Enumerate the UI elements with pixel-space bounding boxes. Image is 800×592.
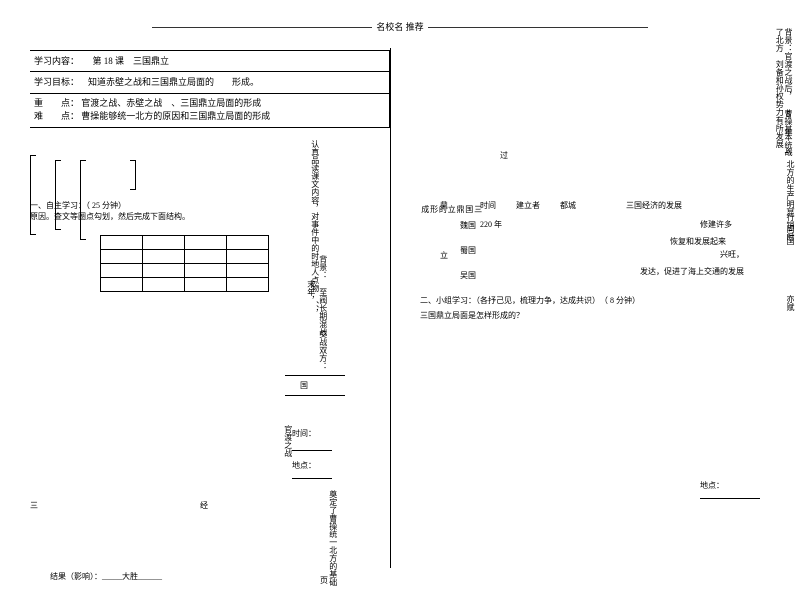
zhong-value: 官渡之战、赤壁之战 、三国鼎立局面的形成 <box>81 98 261 108</box>
hline-4 <box>292 478 332 479</box>
section1: 一、自主学习：（ 25 分钟） 原因。查文等圈点勾划，然后完成下面结构。 <box>30 200 190 222</box>
topic-row: 学习内容： 第 18 课 三国鼎立 <box>30 51 389 72</box>
kingdom-table: 时间 建立者 都城 三国经济的发展 220 年 修建许多 恢复和发展起来 兴旺，… <box>480 200 780 277</box>
hline-3 <box>292 450 332 451</box>
san-label: 三 <box>30 500 38 511</box>
place-label: 地点： <box>292 460 316 471</box>
center-divider <box>390 48 391 568</box>
vtyechi: 亦赋 <box>785 295 794 311</box>
vttongshi: 同时 <box>785 225 794 241</box>
vert-bg: 背景： <box>318 255 327 279</box>
jing-label: 经 <box>200 500 208 511</box>
place-right: 地点： <box>700 480 724 491</box>
wu: 吴国 <box>460 270 476 281</box>
r2c4b: 兴旺， <box>720 249 744 260</box>
topic-label: 学习内容： <box>34 56 79 66</box>
th-econ: 三国经济的发展 <box>626 200 682 211</box>
brace-3 <box>80 160 86 240</box>
hline-r <box>700 498 760 499</box>
hline-1 <box>285 375 345 376</box>
th-builder: 建立者 <box>516 200 540 211</box>
vert-guandu: 官渡之战 <box>283 425 292 457</box>
section1-sub: 原因。查文等圈点勾划，然后完成下面结构。 <box>30 212 190 221</box>
brace-4 <box>130 160 136 190</box>
hline-2 <box>285 395 345 396</box>
vert-jiaozhan: 交战双方： <box>318 330 327 370</box>
vert-sanguo: 三国鼎立的形成 <box>420 205 482 213</box>
points-row: 重 点： 官渡之战、赤壁之战 、三国鼎立局面的形成 难 点： 曹操能够统一北方的… <box>30 94 389 128</box>
goal-value: 知道赤壁之战和三国鼎立局面的 形成。 <box>88 77 259 87</box>
r2c4a: 恢复和发展起来 <box>670 236 726 247</box>
topic-value: 第 18 课 三国鼎立 <box>93 56 170 66</box>
shu: 蜀国 <box>460 245 476 256</box>
r1c3 <box>630 219 690 230</box>
li: 立 <box>440 250 448 261</box>
footer-page: 页 <box>320 575 328 586</box>
nan-value: 曹操能够统一北方的原因和三国鼎立局面的形成 <box>81 111 270 121</box>
wei: 魏国 <box>460 220 476 231</box>
goal-row: 学习目标： 知道赤壁之战和三国鼎立局面的 形成。 <box>30 72 389 93</box>
th-capital: 都城 <box>560 200 576 211</box>
right-guo: 过 <box>500 150 508 161</box>
group-study: 二、小组学习：（各抒己见，梳理力争，达成共识） （ 8 分钟） <box>420 295 780 306</box>
brace-1 <box>30 155 36 235</box>
header-title: 名校名 推荐 <box>80 20 720 33</box>
guo-label: 国 <box>300 380 308 391</box>
r1c1: 220 年 <box>480 219 550 230</box>
grid-table <box>100 235 269 292</box>
vert-changqi: 至阀长期混战 <box>318 288 327 336</box>
r1c4: 修建许多 <box>700 219 732 230</box>
r1c2 <box>560 219 620 230</box>
footer: 结果（影响）：_____大胜______ <box>50 571 162 582</box>
left-column: 学习内容： 第 18 课 三国鼎立 学习目标： 知道赤壁之战和三国鼎立局面的 形… <box>30 50 390 128</box>
r3c4: 发达，促进了海上交通的发展 <box>640 266 744 277</box>
section1-title: 一、自主学习：（ 25 分钟） <box>30 201 126 210</box>
ding: 鼎 <box>440 200 448 211</box>
goal-label: 学习目标： <box>34 77 79 87</box>
footer-text: 结果（影响）：_____大胜______ <box>50 572 162 581</box>
vert-dianzi: 奠定了曹操统一北方的基础 <box>328 490 337 586</box>
brace-2 <box>55 160 61 230</box>
vtzhan: 战 <box>783 148 792 156</box>
group-q: 三国鼎立局面是怎样形成的？ <box>420 310 524 321</box>
vert-year: 末年， <box>306 280 315 304</box>
nan-label: 难 点： <box>34 111 79 121</box>
zhong-label: 重 点： <box>34 98 79 108</box>
time-label: 时间： <box>292 428 316 439</box>
th-time: 时间 <box>480 200 496 211</box>
